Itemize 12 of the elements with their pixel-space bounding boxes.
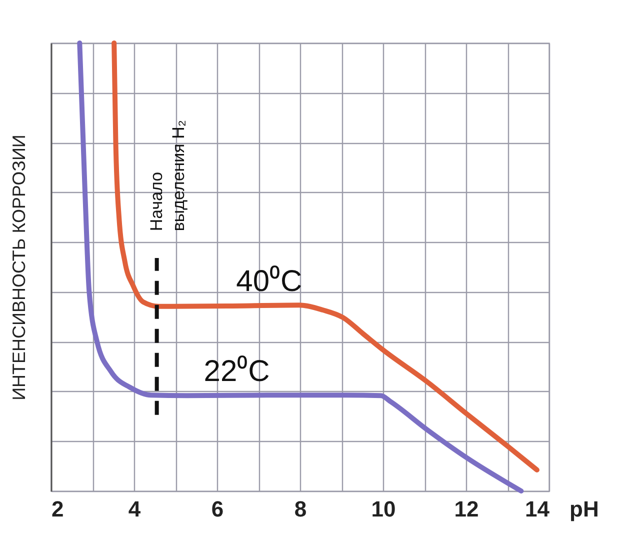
series-label: 40⁰C [236, 265, 302, 298]
x-tick-label: 4 [128, 496, 142, 522]
x-tick-label: 10 [371, 496, 396, 522]
x-tick-label: 6 [211, 496, 224, 522]
x-tick-label: 14 [525, 496, 550, 522]
ref-line-label: Начало выделения H₂ [146, 120, 188, 232]
x-tick-label: 12 [454, 496, 479, 522]
x-tick-label: 8 [294, 496, 307, 522]
series-label: 22⁰C [204, 355, 270, 388]
y-axis-title: ИНТЕНСИВНОСТЬ КОРРОЗИИ [9, 134, 29, 400]
x-tick-label: 2 [52, 496, 64, 522]
x-axis-title: pH [570, 496, 599, 522]
